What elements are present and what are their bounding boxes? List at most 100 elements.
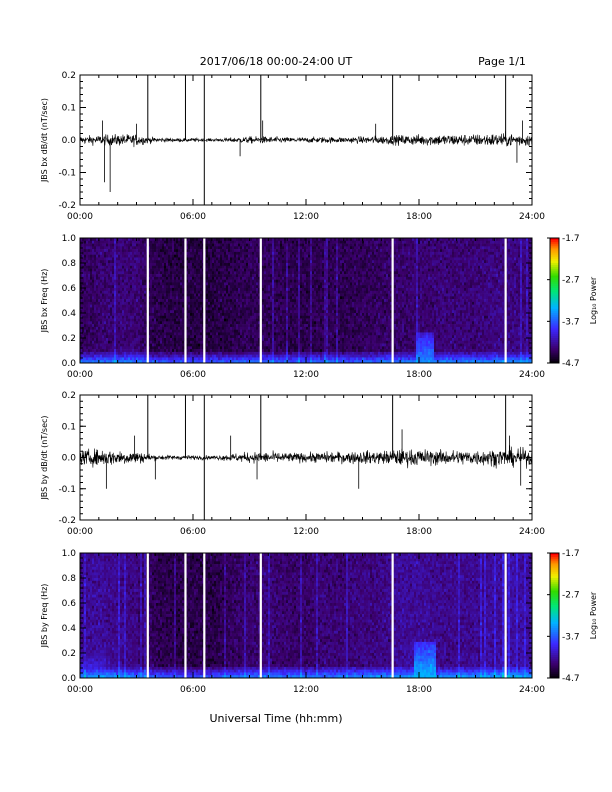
spectrogram-cell (230, 332, 232, 335)
spectrogram-cell (282, 324, 284, 327)
spectrogram-cell (210, 269, 212, 272)
spectrogram-cell (198, 280, 200, 283)
spectrogram-cell (84, 330, 86, 333)
spectrogram-cell (270, 341, 272, 344)
spectrogram-cell (210, 332, 212, 335)
spectrogram-cell (256, 319, 258, 322)
spectrogram-cell (206, 302, 208, 305)
spectrogram-cell (224, 335, 226, 338)
spectrogram-cell (150, 313, 152, 316)
spectrogram-cell (106, 332, 108, 335)
spectrogram-cell (292, 252, 294, 255)
spectrogram-cell (96, 249, 98, 252)
spectrogram-cell (266, 299, 268, 302)
spectrogram-cell (228, 344, 230, 347)
spectrogram-cell (280, 271, 282, 274)
spectrogram-cell (110, 307, 112, 310)
spectrogram-cell (134, 244, 136, 247)
spectrogram-cell (288, 319, 290, 322)
spectrogram-cell (178, 338, 180, 341)
spectrogram-cell (216, 338, 218, 341)
spectrogram-cell (268, 246, 270, 249)
spectrogram-cell (296, 244, 298, 247)
spectrogram-cell (192, 294, 194, 297)
spectrogram-cell (108, 291, 110, 294)
spectrogram-cell (240, 257, 242, 260)
spectrogram-cell (276, 255, 278, 258)
spectrogram-cell (164, 302, 166, 305)
spectrogram-cell (156, 338, 158, 341)
spectrogram-cell (282, 305, 284, 308)
spectrogram-cell (292, 357, 294, 360)
spectrogram-cell (190, 280, 192, 283)
spectrogram-cell (118, 346, 120, 349)
spectrogram-cell (176, 321, 178, 324)
spectrogram-cell (274, 335, 276, 338)
spectrogram-cell (196, 246, 198, 249)
spectrogram-cell (108, 246, 110, 249)
spectrogram-cell (188, 302, 190, 305)
spectrogram-cell (274, 280, 276, 283)
spectrogram-cell (150, 319, 152, 322)
spectrogram-cell (102, 302, 104, 305)
spectrogram-cell (170, 357, 172, 360)
spectrogram-cell (128, 269, 130, 272)
spectrogram-cell (182, 260, 184, 263)
spectrogram-cell (242, 299, 244, 302)
spectrogram-cell (98, 280, 100, 283)
spectrogram-cell (160, 246, 162, 249)
spectrogram-cell (280, 257, 282, 260)
spectrogram-cell (284, 313, 286, 316)
spectrogram-cell (228, 324, 230, 327)
spectrogram-cell (192, 246, 194, 249)
spectrogram-cell (166, 249, 168, 252)
spectrogram-cell (154, 241, 156, 244)
spectrogram-cell (284, 330, 286, 333)
spectrogram-cell (212, 338, 214, 341)
spectrogram-cell (180, 346, 182, 349)
spectrogram-cell (254, 299, 256, 302)
spectrogram-cell (106, 344, 108, 347)
spectrogram-cell (208, 266, 210, 269)
spectrogram-cell (242, 324, 244, 327)
spectrogram-cell (168, 252, 170, 255)
spectrogram-cell (108, 288, 110, 291)
spectrogram-cell (200, 277, 202, 280)
spectrogram-cell (196, 260, 198, 263)
spectrogram-cell (90, 255, 92, 258)
spectrogram-cell (212, 316, 214, 319)
spectrogram-cell (272, 344, 274, 347)
spectrogram-cell (150, 277, 152, 280)
spectrogram-cell (270, 280, 272, 283)
spectrogram-cell (142, 319, 144, 322)
spectrogram-cell (230, 302, 232, 305)
spectrogram-cell (106, 338, 108, 341)
spectrogram-cell (164, 341, 166, 344)
spectrogram-cell (166, 266, 168, 269)
spectrogram-cell (272, 249, 274, 252)
spectrogram-cell (262, 296, 264, 299)
spectrogram-cell (182, 288, 184, 291)
spectrogram-cell (150, 274, 152, 277)
spectrogram-cell (224, 294, 226, 297)
spectrogram-cell (102, 263, 104, 266)
spectrogram-cell (208, 255, 210, 258)
spectrogram-cell (106, 294, 108, 297)
spectrogram-cell (172, 344, 174, 347)
spectrogram-cell (292, 271, 294, 274)
spectrogram-cell (176, 269, 178, 272)
spectrogram-cell (136, 288, 138, 291)
spectrogram-cell (168, 307, 170, 310)
spectrogram-cell (212, 299, 214, 302)
spectrogram-cell (102, 291, 104, 294)
spectrogram-cell (252, 313, 254, 316)
spectrogram-cell (144, 282, 146, 285)
spectrogram-cell (270, 305, 272, 308)
spectrogram-cell (208, 280, 210, 283)
spectrogram-cell (284, 346, 286, 349)
spectrogram-cell (110, 349, 112, 352)
spectrogram-cell (226, 260, 228, 263)
spectrogram-cell (86, 257, 88, 260)
spectrogram-cell (132, 344, 134, 347)
spectrogram-cell (266, 257, 268, 260)
